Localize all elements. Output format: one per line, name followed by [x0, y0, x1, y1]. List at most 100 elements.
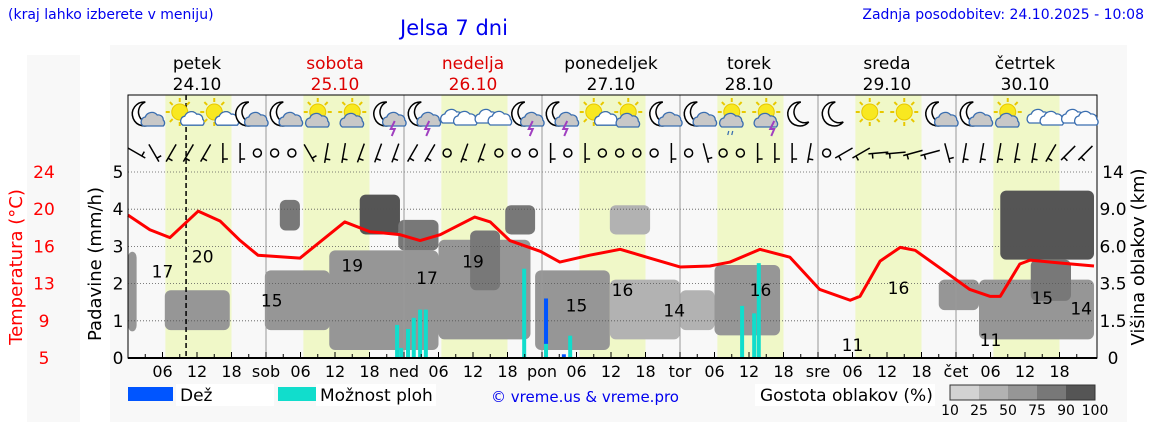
x-tick-label: sre	[806, 362, 830, 381]
cloud-shape	[339, 112, 365, 128]
rain-legend-label: Dež	[180, 386, 213, 406]
wind-barb-tick	[184, 157, 191, 162]
cloud-shape	[305, 112, 330, 128]
moon-shape	[787, 101, 810, 127]
cloud-shape	[934, 111, 959, 127]
shower-bar	[568, 335, 573, 358]
cloud-patch	[680, 290, 715, 331]
cloudy-icon	[474, 108, 513, 126]
cloud-shape	[382, 111, 407, 127]
calm-wind-icon	[287, 148, 297, 158]
lightning-shape	[768, 120, 776, 137]
wind-barb-tick	[375, 157, 382, 162]
temperature-label: 16	[888, 279, 910, 299]
moon-thunder-icon	[373, 101, 407, 137]
wind-barb-tick	[963, 158, 969, 161]
rain-legend-bg	[176, 384, 274, 406]
cloud-shape	[615, 112, 641, 128]
temperature-label: 19	[462, 253, 484, 273]
day-date: 25.10	[311, 75, 360, 95]
temperature-label: 15	[261, 292, 283, 312]
shower-bar	[544, 343, 549, 358]
cloud-patch	[329, 250, 439, 351]
day-name: sreda	[863, 54, 910, 74]
cloud-density-scale-border	[949, 384, 1096, 401]
day-name: petek	[173, 54, 221, 74]
wind-barb-tick	[202, 157, 208, 162]
calm-wind-icon	[718, 148, 728, 158]
wind-barb-tick	[808, 158, 814, 161]
cloud-density-legend-bg	[755, 384, 935, 406]
cloud-density-level: 75	[1028, 403, 1046, 419]
temp-tick-label: 20	[33, 200, 55, 220]
sun-ray	[859, 101, 864, 106]
temperature-label: 14	[663, 302, 685, 322]
moon-cloud-icon	[235, 101, 269, 127]
shower-bar	[418, 309, 423, 358]
cloud-shape	[554, 111, 580, 127]
sun-small-cloud-icon	[579, 98, 619, 126]
sun-ray	[893, 118, 898, 123]
showers-legend-swatch	[278, 387, 323, 401]
cloud-patch	[1000, 190, 1094, 260]
calm-wind-icon	[735, 148, 746, 158]
lightning-shape	[561, 120, 569, 137]
calm-wind-icon	[632, 148, 642, 158]
showers-legend-label: Možnost ploh	[320, 386, 433, 406]
day-date: 24.10	[173, 75, 222, 95]
calm-wind-icon	[528, 148, 539, 158]
cloud-patch	[609, 205, 651, 235]
cloud-density-swatch	[1008, 385, 1037, 400]
day-name: nedelja	[442, 54, 504, 74]
lightning-shape	[527, 120, 535, 137]
shower-bar	[423, 309, 428, 358]
cloudy-icon	[440, 108, 478, 126]
cloud-height-tick-label: 1.5	[1099, 312, 1126, 332]
wind-barb-tick	[707, 156, 713, 160]
shower-bar	[522, 268, 527, 358]
sun-ray	[169, 101, 174, 106]
wind-barb-tick	[156, 155, 162, 159]
cloud-patch	[1030, 259, 1071, 301]
wind-barb-tick	[1047, 157, 1053, 162]
sun-ray	[186, 101, 191, 106]
temperature-label: 20	[192, 248, 214, 268]
last-updated: Zadnja posodobitev: 24.10.2025 - 10:08	[862, 7, 1144, 23]
cloud-height-tick-label: 0	[1108, 349, 1119, 369]
sun-ray	[583, 118, 588, 123]
calm-wind-icon	[821, 148, 832, 158]
calm-wind-icon	[683, 148, 694, 158]
wind-barb-icon	[424, 143, 436, 163]
temperature-label: 17	[416, 269, 438, 289]
credit-link[interactable]: © vreme.us & vreme.pro	[491, 388, 679, 406]
cloud-density-level: 25	[970, 403, 988, 419]
wind-barb-icon	[406, 143, 419, 163]
x-tick-label: 18	[911, 362, 931, 381]
x-tick-label: 12	[187, 362, 207, 381]
moon-cloud-icon	[131, 101, 166, 127]
calm-wind-icon	[269, 148, 280, 158]
wind-barb-tick	[980, 158, 986, 161]
wind-barb-tick	[1032, 158, 1038, 161]
calm-wind-icon	[649, 148, 659, 158]
wind-barb-icon	[962, 143, 968, 163]
sun-ray	[755, 101, 760, 106]
wind-barb-icon	[1013, 143, 1019, 163]
calm-wind-icon	[494, 148, 504, 158]
temp-tick-label: 24	[33, 163, 55, 183]
rain-drop	[731, 130, 734, 136]
x-tick-label: 18	[359, 362, 379, 381]
sun-ray	[600, 101, 605, 106]
x-tick-label: 18	[221, 362, 241, 381]
location-hint[interactable]: (kraj lahko izberete v meniju)	[8, 7, 214, 23]
temp-tick-label: 16	[33, 237, 55, 257]
cloud-patch	[938, 279, 979, 311]
shower-bar	[411, 317, 416, 358]
day-name: sobota	[306, 54, 364, 74]
left-axis-background	[27, 55, 80, 422]
x-tick-label: 12	[325, 362, 345, 381]
wind-barb-tick	[997, 158, 1004, 161]
wind-barb-tick	[1080, 156, 1086, 162]
wind-barb-tick	[462, 157, 468, 162]
sun-cloud-icon	[993, 98, 1022, 128]
